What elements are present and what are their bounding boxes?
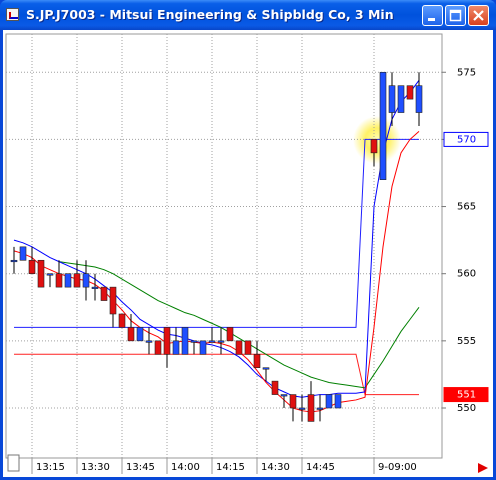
y-tick-label: 555: [457, 336, 476, 347]
x-tick-label: 13:45: [126, 462, 155, 473]
candle-body: [82, 273, 90, 288]
candle-body: [91, 286, 99, 289]
window-icon[interactable]: [6, 8, 19, 21]
indicator-line: [13, 80, 420, 398]
candle-body: [397, 85, 405, 113]
candle-body: [316, 407, 324, 410]
minimize-button[interactable]: [422, 5, 443, 26]
y-tick-label: 550: [457, 403, 476, 414]
x-tick-label: 14:30: [261, 462, 290, 473]
candle-body: [46, 273, 54, 276]
candle-body: [370, 139, 378, 154]
indicator-line: [58, 261, 420, 389]
candle-body: [163, 327, 171, 355]
x-tick-label: 13:30: [81, 462, 110, 473]
candle-body: [388, 85, 396, 113]
price-marker-label: 570: [457, 134, 476, 145]
candle-body: [136, 327, 144, 342]
candle-body: [37, 259, 45, 288]
candle-body: [208, 340, 216, 343]
y-tick-label: 575: [457, 67, 476, 78]
candle-body: [334, 394, 342, 409]
candle-body: [244, 340, 252, 355]
x-tick-label: 13:15: [36, 462, 65, 473]
candle-body: [217, 340, 225, 343]
candle-body: [10, 259, 18, 263]
candle-body: [28, 259, 36, 275]
candle-body: [415, 85, 423, 113]
candle-body: [64, 273, 72, 288]
candle-body: [199, 340, 207, 355]
window-title: S.JP.J7003 - Mitsui Engineering & Shipbl…: [26, 7, 394, 22]
candle-body: [307, 394, 315, 422]
title-bar: S.JP.J7003 - Mitsui Engineering & Shipbl…: [0, 0, 496, 30]
candle-body: [127, 327, 135, 342]
candle-body: [145, 340, 153, 343]
x-tick-label: 14:15: [216, 462, 245, 473]
candle-body: [154, 340, 162, 355]
candle-body: [280, 394, 288, 397]
indicator-line: [14, 353, 419, 396]
plot-layer: 550 555 560 565 570 575 13:15 13:30 13:45 14:00 14…: [6, 34, 489, 474]
indicator-line: [13, 130, 420, 413]
plot-area: [5, 33, 443, 459]
maximize-button[interactable]: [445, 5, 466, 26]
candle-body: [325, 394, 333, 409]
candle-body: [100, 286, 108, 301]
x-tick-label: 14:45: [306, 462, 335, 473]
candle-body: [172, 340, 180, 355]
candle-body: [19, 246, 27, 261]
candle-body: [190, 340, 198, 343]
candle-body: [55, 273, 63, 288]
price-marker: [443, 131, 489, 147]
candle-body: [181, 327, 189, 355]
indicator-line: [14, 138, 419, 328]
candle-body: [289, 394, 297, 409]
x-tick-label: 9-09:00: [378, 462, 417, 473]
candle-body: [379, 71, 387, 180]
candle-body: [406, 85, 414, 100]
price-marker: [443, 387, 489, 403]
candle-body: [235, 340, 243, 355]
y-tick-label: 565: [457, 202, 476, 213]
candle-body: [118, 313, 126, 328]
candle-body: [298, 407, 306, 410]
candle-body: [109, 286, 117, 315]
candle-body: [226, 327, 234, 342]
candle-body: [73, 273, 81, 288]
y-tick-label: 560: [457, 269, 476, 280]
scroll-box[interactable]: [7, 454, 20, 472]
scroll-arrow[interactable]: [478, 463, 488, 473]
candle-body: [262, 367, 270, 370]
close-button[interactable]: [468, 5, 489, 26]
x-tick-label: 14:00: [171, 462, 200, 473]
candle-body: [253, 353, 261, 369]
candle-body: [271, 380, 279, 395]
price-marker-label: 551: [457, 390, 476, 401]
